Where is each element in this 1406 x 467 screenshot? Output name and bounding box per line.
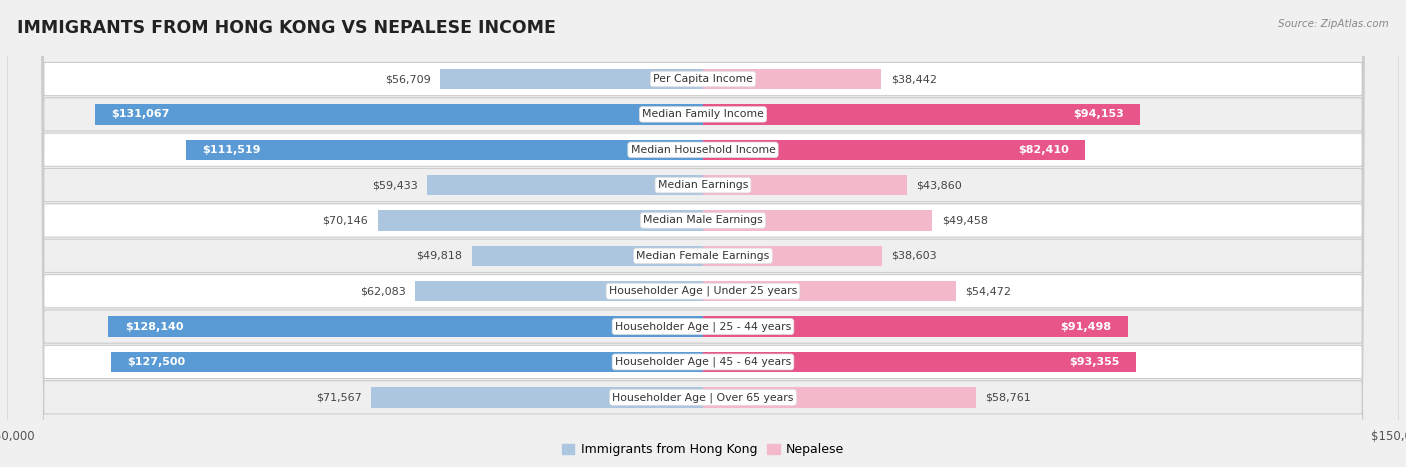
Bar <box>703 175 907 195</box>
Bar <box>427 175 703 195</box>
FancyBboxPatch shape <box>7 0 1399 467</box>
Bar <box>703 316 1128 337</box>
Legend: Immigrants from Hong Kong, Nepalese: Immigrants from Hong Kong, Nepalese <box>557 439 849 461</box>
Text: $56,709: $56,709 <box>385 74 430 84</box>
Bar <box>703 281 956 302</box>
Text: Median Female Earnings: Median Female Earnings <box>637 251 769 261</box>
Text: Median Earnings: Median Earnings <box>658 180 748 190</box>
Text: Median Family Income: Median Family Income <box>643 109 763 120</box>
Text: IMMIGRANTS FROM HONG KONG VS NEPALESE INCOME: IMMIGRANTS FROM HONG KONG VS NEPALESE IN… <box>17 19 555 37</box>
FancyBboxPatch shape <box>7 0 1399 467</box>
Text: Median Household Income: Median Household Income <box>630 145 776 155</box>
Text: $58,761: $58,761 <box>986 392 1031 402</box>
Text: $93,355: $93,355 <box>1070 357 1121 367</box>
FancyBboxPatch shape <box>7 0 1399 467</box>
FancyBboxPatch shape <box>7 0 1399 467</box>
Text: Householder Age | Over 65 years: Householder Age | Over 65 years <box>612 392 794 403</box>
Text: $131,067: $131,067 <box>111 109 170 120</box>
Bar <box>703 387 976 408</box>
Text: $43,860: $43,860 <box>915 180 962 190</box>
Text: Householder Age | 45 - 64 years: Householder Age | 45 - 64 years <box>614 357 792 367</box>
Bar <box>703 104 1140 125</box>
Text: $70,146: $70,146 <box>322 215 368 226</box>
Bar <box>440 69 703 89</box>
Bar <box>94 104 703 125</box>
Text: $128,140: $128,140 <box>125 322 183 332</box>
Text: $59,433: $59,433 <box>373 180 418 190</box>
Bar <box>186 140 703 160</box>
Bar <box>703 69 882 89</box>
Text: $62,083: $62,083 <box>360 286 406 296</box>
Text: $49,458: $49,458 <box>942 215 988 226</box>
Text: $111,519: $111,519 <box>202 145 260 155</box>
Text: $54,472: $54,472 <box>965 286 1011 296</box>
Text: $49,818: $49,818 <box>416 251 463 261</box>
FancyBboxPatch shape <box>7 0 1399 467</box>
Text: Median Male Earnings: Median Male Earnings <box>643 215 763 226</box>
FancyBboxPatch shape <box>7 0 1399 467</box>
FancyBboxPatch shape <box>7 0 1399 467</box>
Bar <box>415 281 703 302</box>
Text: $127,500: $127,500 <box>128 357 186 367</box>
Text: Source: ZipAtlas.com: Source: ZipAtlas.com <box>1278 19 1389 28</box>
Bar <box>371 387 703 408</box>
Bar <box>703 246 882 266</box>
Text: $91,498: $91,498 <box>1060 322 1111 332</box>
Bar <box>108 316 703 337</box>
Text: $38,442: $38,442 <box>890 74 936 84</box>
Text: $94,153: $94,153 <box>1073 109 1123 120</box>
FancyBboxPatch shape <box>7 0 1399 467</box>
Text: $71,567: $71,567 <box>316 392 361 402</box>
Bar <box>703 352 1136 372</box>
FancyBboxPatch shape <box>7 0 1399 467</box>
FancyBboxPatch shape <box>7 0 1399 467</box>
Text: Householder Age | 25 - 44 years: Householder Age | 25 - 44 years <box>614 321 792 332</box>
Text: $38,603: $38,603 <box>891 251 936 261</box>
Text: $82,410: $82,410 <box>1018 145 1069 155</box>
Text: Per Capita Income: Per Capita Income <box>652 74 754 84</box>
Bar <box>703 140 1085 160</box>
Bar <box>378 210 703 231</box>
Bar <box>472 246 703 266</box>
Bar <box>111 352 703 372</box>
Bar <box>703 210 932 231</box>
Text: Householder Age | Under 25 years: Householder Age | Under 25 years <box>609 286 797 297</box>
